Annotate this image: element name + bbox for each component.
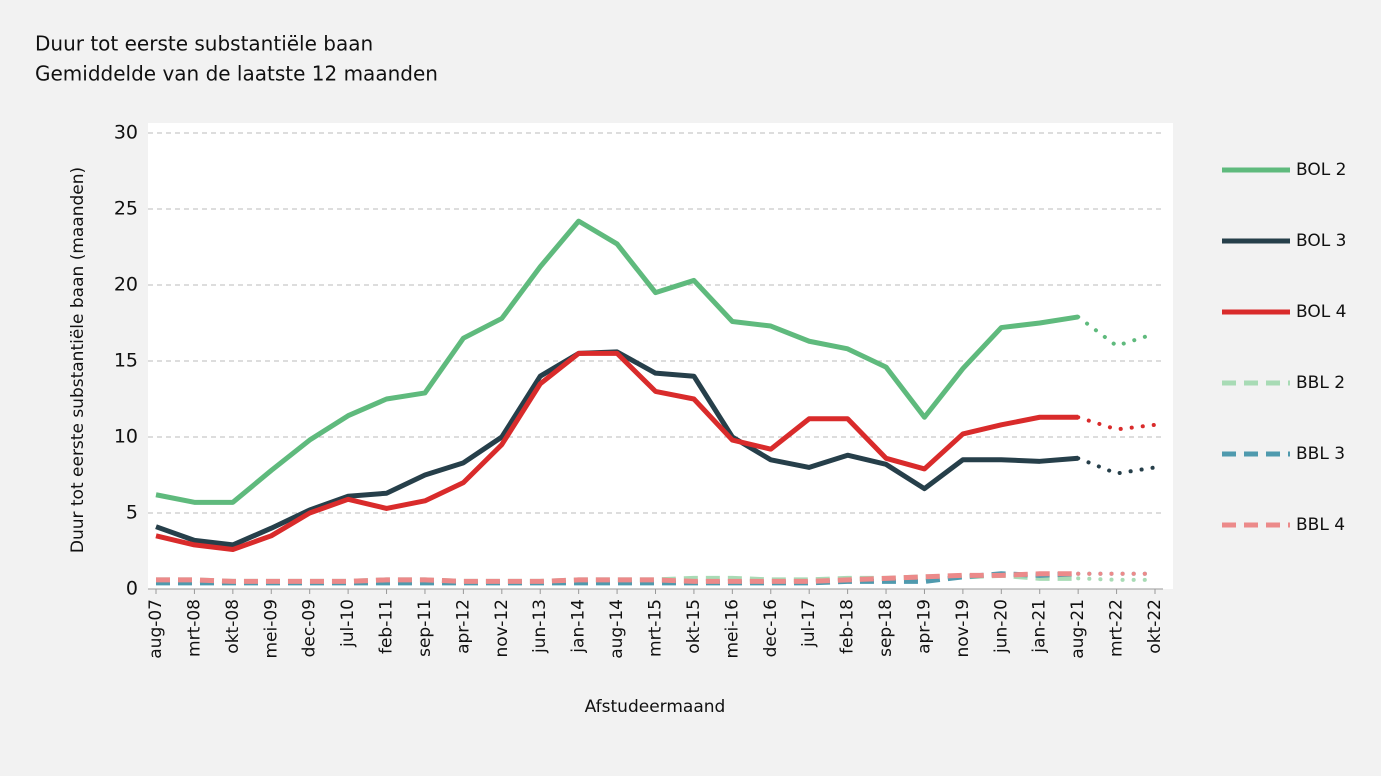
x-tick-label: okt-22: [1145, 599, 1165, 654]
x-tick-label: apr-12: [453, 599, 473, 654]
legend-label: BOL 2: [1296, 160, 1346, 180]
chart-title: Duur tot eerste substantiële baan: [35, 32, 373, 56]
y-tick-label: 15: [114, 350, 138, 372]
x-tick-label: apr-19: [914, 599, 934, 654]
x-tick-label: dec-09: [300, 599, 320, 657]
x-tick-label: jul-10: [338, 599, 358, 648]
x-tick-label: aug-14: [607, 599, 627, 659]
x-tick-label: feb-11: [377, 599, 397, 654]
x-tick-label: dec-16: [761, 599, 781, 657]
x-tick-label: jun-20: [991, 599, 1011, 654]
x-tick-label: okt-08: [223, 599, 243, 654]
x-tick-label: mei-16: [722, 599, 742, 659]
y-axis-label: Duur tot eerste substantiële baan (maand…: [68, 167, 88, 553]
chart-subtitle: Gemiddelde van de laatste 12 maanden: [35, 62, 438, 86]
x-tick-label: sep-11: [415, 599, 435, 657]
y-tick-label: 10: [114, 426, 138, 448]
y-tick-label: 5: [126, 502, 138, 524]
legend-label: BBL 2: [1296, 373, 1345, 393]
y-tick-label: 25: [114, 198, 138, 220]
x-tick-label: nov-19: [953, 599, 973, 658]
x-tick-label: mrt-08: [184, 599, 204, 657]
x-tick-label: mei-09: [261, 599, 281, 659]
x-axis-label: Afstudeermaand: [585, 697, 726, 717]
x-tick-label: aug-21: [1068, 599, 1088, 659]
x-tick-label: jun-13: [530, 599, 550, 654]
legend-label: BOL 3: [1296, 231, 1346, 251]
y-tick-label: 30: [114, 122, 138, 144]
forecast-line: [1076, 576, 1157, 582]
series-line: [155, 350, 1079, 552]
x-tick-label: jul-17: [799, 599, 819, 648]
legend-label: BBL 4: [1296, 515, 1345, 535]
y-tick-label: 0: [126, 578, 138, 600]
x-tick-label: aug-07: [146, 599, 166, 659]
forecast-line: [1076, 456, 1157, 476]
x-tick-label: mrt-22: [1107, 599, 1127, 657]
x-tick-label: sep-18: [876, 599, 896, 657]
x-tick-label: feb-18: [838, 599, 858, 654]
legend-label: BOL 4: [1296, 302, 1346, 322]
y-tick-label: 20: [114, 274, 138, 296]
x-tick-label: jan-21: [1030, 599, 1050, 654]
x-tick-label: jan-14: [569, 599, 589, 654]
forecast-line: [1076, 415, 1157, 432]
x-tick-label: okt-15: [684, 599, 704, 654]
legend-label: BBL 3: [1296, 444, 1345, 464]
x-tick-label: mrt-15: [646, 599, 666, 657]
x-tick-label: nov-12: [492, 599, 512, 658]
series-line: [155, 218, 1079, 505]
